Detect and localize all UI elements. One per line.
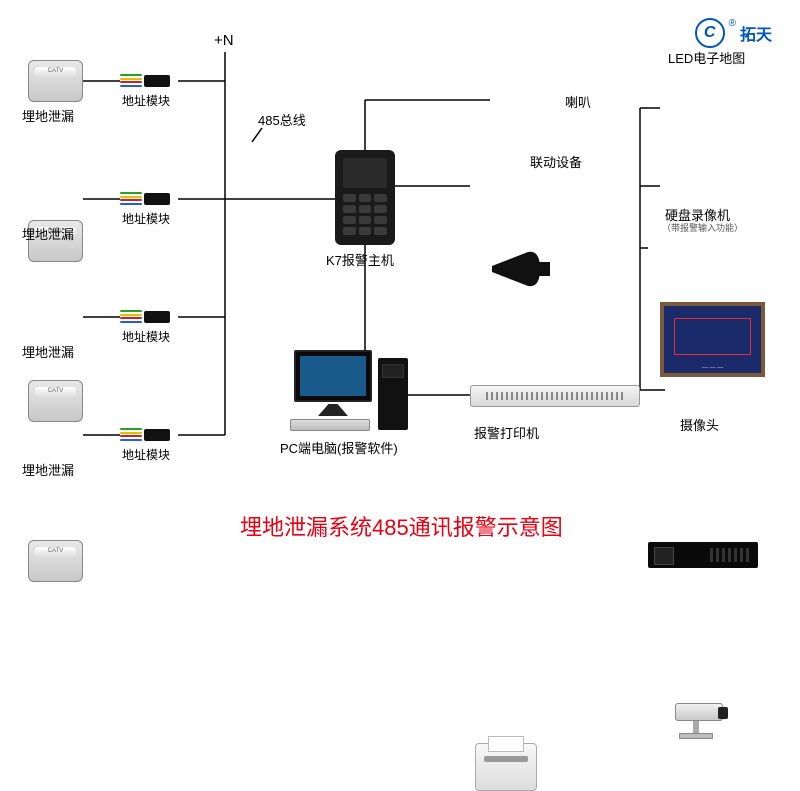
led-map: — — — [660,302,765,377]
plus-n-label: +N [214,32,234,49]
dvr-device [648,542,758,568]
camera-icon [665,703,735,743]
leak-sensor [28,380,83,422]
k7-label: K7报警主机 [326,250,394,269]
diagram-title: 埋地泄漏系统485通讯报警示意图 [240,510,563,542]
address-module [120,428,170,442]
sensor-label: 埋地泄漏 [22,106,74,125]
pc-station [290,350,410,431]
pc-label: PC端电脑(报警软件) [280,438,398,457]
brand-mark-icon: C [695,18,725,48]
speaker-label: 喇叭 [565,92,591,111]
brand-logo: C ® 拓天 [695,18,772,48]
ledmap-label: LED电子地图 [668,48,745,67]
address-module-label: 地址模块 [122,446,170,463]
address-module [120,74,170,88]
leak-sensor [28,540,83,582]
linkage-device [470,385,640,407]
bus485-label: 485总线 [258,110,306,129]
printer-device [475,743,537,791]
speaker-icon [490,248,555,290]
linkage-label: 联动设备 [530,152,582,171]
address-module [120,192,170,206]
dvr-note: （带报警输入功能） [662,221,743,234]
sensor-label: 埋地泄漏 [22,224,74,243]
k7-alarm-host [335,150,395,245]
brand-name: 拓天 [740,21,772,45]
address-module [120,310,170,324]
leak-sensor [28,60,83,102]
address-module-label: 地址模块 [122,328,170,345]
sensor-label: 埋地泄漏 [22,342,74,361]
brand-registered: ® [729,18,736,29]
camera-label: 摄像头 [680,415,719,434]
printer-label: 报警打印机 [474,423,539,442]
address-module-label: 地址模块 [122,92,170,109]
address-module-label: 地址模块 [122,210,170,227]
sensor-label: 埋地泄漏 [22,460,74,479]
